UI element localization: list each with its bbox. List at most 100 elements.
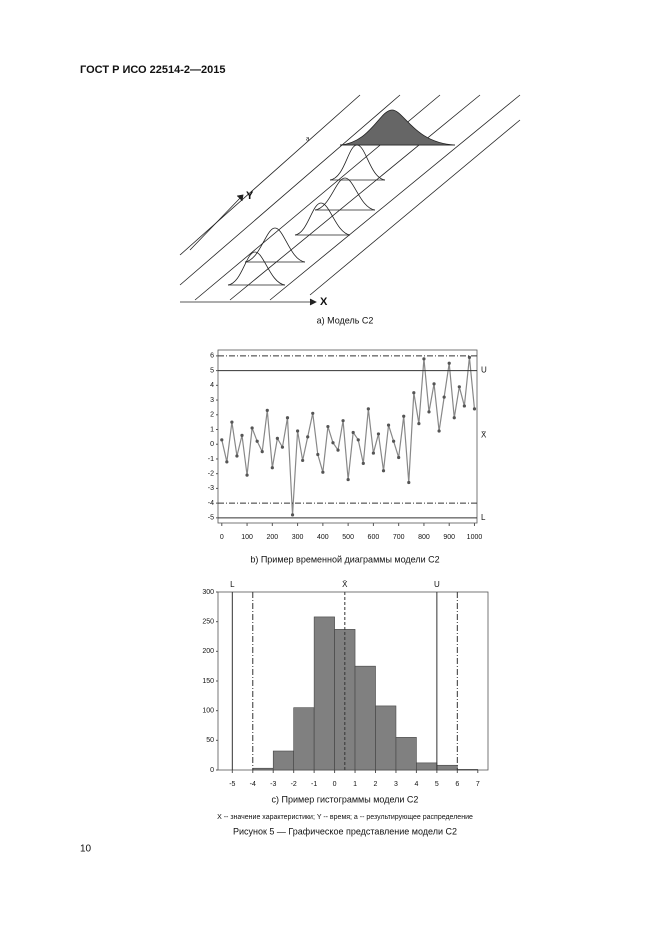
x-tick-label: -5 (229, 781, 235, 788)
reference-label: X̄ (481, 431, 487, 440)
histogram-bar (436, 764, 458, 771)
y-tick-label: 4 (210, 382, 214, 389)
histogram-bar (252, 767, 274, 771)
data-point (386, 423, 391, 427)
data-point (311, 411, 315, 415)
data-point (457, 385, 461, 389)
x-tick-label: 600 (368, 534, 380, 541)
histogram-bar (395, 737, 417, 771)
data-point (295, 429, 300, 433)
x-tick-label: 100 (241, 534, 253, 541)
caption: а) Модель С2 (317, 315, 374, 325)
data-point (427, 410, 431, 414)
data-point (290, 513, 295, 517)
y-tick-label: -3 (208, 485, 214, 492)
x-tick-label: -1 (311, 781, 317, 788)
x-tick-label: 800 (418, 534, 430, 541)
x-tick-label: 3 (394, 781, 398, 788)
y-tick-label: 2 (210, 412, 214, 419)
data-point (381, 469, 386, 473)
x-tick-label: -2 (291, 781, 297, 788)
reference-label: U (434, 580, 440, 589)
series-line (221, 357, 476, 515)
histogram-bar (313, 616, 335, 771)
axis-label: Y (246, 190, 254, 202)
data-point (361, 461, 365, 465)
data-point (422, 357, 426, 361)
data-point (235, 454, 239, 458)
x-tick-label: 500 (342, 534, 354, 541)
data-point (392, 439, 396, 443)
y-tick-label: -2 (208, 471, 214, 478)
x-tick-label: 4 (414, 781, 418, 788)
data-point (407, 480, 411, 485)
histogram-bar (416, 762, 438, 771)
x-tick-label: -4 (250, 781, 256, 788)
data-point (255, 439, 259, 443)
x-tick-label: 6 (455, 781, 459, 788)
histogram-bar (293, 707, 315, 771)
data-point (412, 391, 416, 395)
data-point (306, 435, 310, 439)
data-point (220, 438, 224, 442)
data-point (240, 433, 244, 437)
data-point (280, 445, 285, 449)
data-point (346, 477, 350, 482)
y-tick-label: 0 (210, 767, 214, 774)
y-tick-label: 6 (210, 353, 214, 360)
data-point (467, 355, 472, 359)
data-point (397, 455, 401, 460)
y-tick-label: 100 (202, 708, 214, 715)
y-tick-label: 5 (210, 367, 214, 374)
data-point (371, 451, 375, 455)
caption: b) Пример временной диаграммы модели С2 (250, 554, 439, 564)
data-point (341, 419, 345, 423)
header-title: ГОСТ Р ИСО 22514-2—2015 (80, 64, 226, 76)
y-tick-label: -5 (208, 515, 214, 522)
annotation: a (306, 137, 310, 143)
plot-frame (217, 349, 478, 524)
y-tick-label: 50 (206, 737, 214, 744)
y-tick-label: 200 (202, 648, 214, 655)
reference-label: L (230, 580, 235, 589)
x-tick-label: 1000 (467, 534, 483, 541)
x-tick-label: 2 (374, 781, 378, 788)
histogram-bar (272, 750, 294, 771)
data-point (336, 448, 340, 452)
histogram-bar (457, 769, 479, 771)
data-point (321, 470, 325, 474)
data-point (331, 441, 335, 445)
x-tick-label: 900 (443, 534, 455, 541)
x-tick-label: 200 (266, 534, 278, 541)
data-point (260, 449, 264, 454)
data-point (366, 407, 370, 411)
histogram-bar (375, 705, 397, 771)
histogram-bar (354, 665, 376, 771)
data-point (437, 429, 441, 433)
x-tick-label: -3 (270, 781, 276, 788)
data-point (351, 430, 355, 435)
x-tick-label: 5 (435, 781, 439, 788)
figure-caption: Рисунок 5 — Графическое представление мо… (233, 826, 457, 836)
data-point (417, 422, 421, 426)
axis-label: X (320, 296, 328, 308)
data-point (472, 407, 477, 411)
data-point (230, 420, 234, 424)
data-point (376, 432, 381, 436)
y-tick-label: 3 (210, 397, 214, 404)
y-tick-label: 150 (202, 678, 214, 685)
legend-note: X -- значение характеристики; Y -- время… (217, 814, 473, 821)
x-tick-label: 700 (393, 534, 405, 541)
x-tick-label: 0 (333, 781, 337, 788)
data-point (442, 395, 446, 399)
caption: с) Пример гистограммы модели С2 (272, 794, 419, 804)
x-tick-label: 400 (317, 534, 329, 541)
data-point (326, 424, 330, 429)
data-point (356, 438, 360, 442)
y-tick-label: 1 (210, 426, 214, 433)
y-tick-label: 0 (210, 441, 214, 448)
x-tick-label: 7 (476, 781, 480, 788)
x-tick-label: 300 (292, 534, 304, 541)
reference-label: U (481, 366, 487, 375)
data-point (245, 473, 249, 477)
